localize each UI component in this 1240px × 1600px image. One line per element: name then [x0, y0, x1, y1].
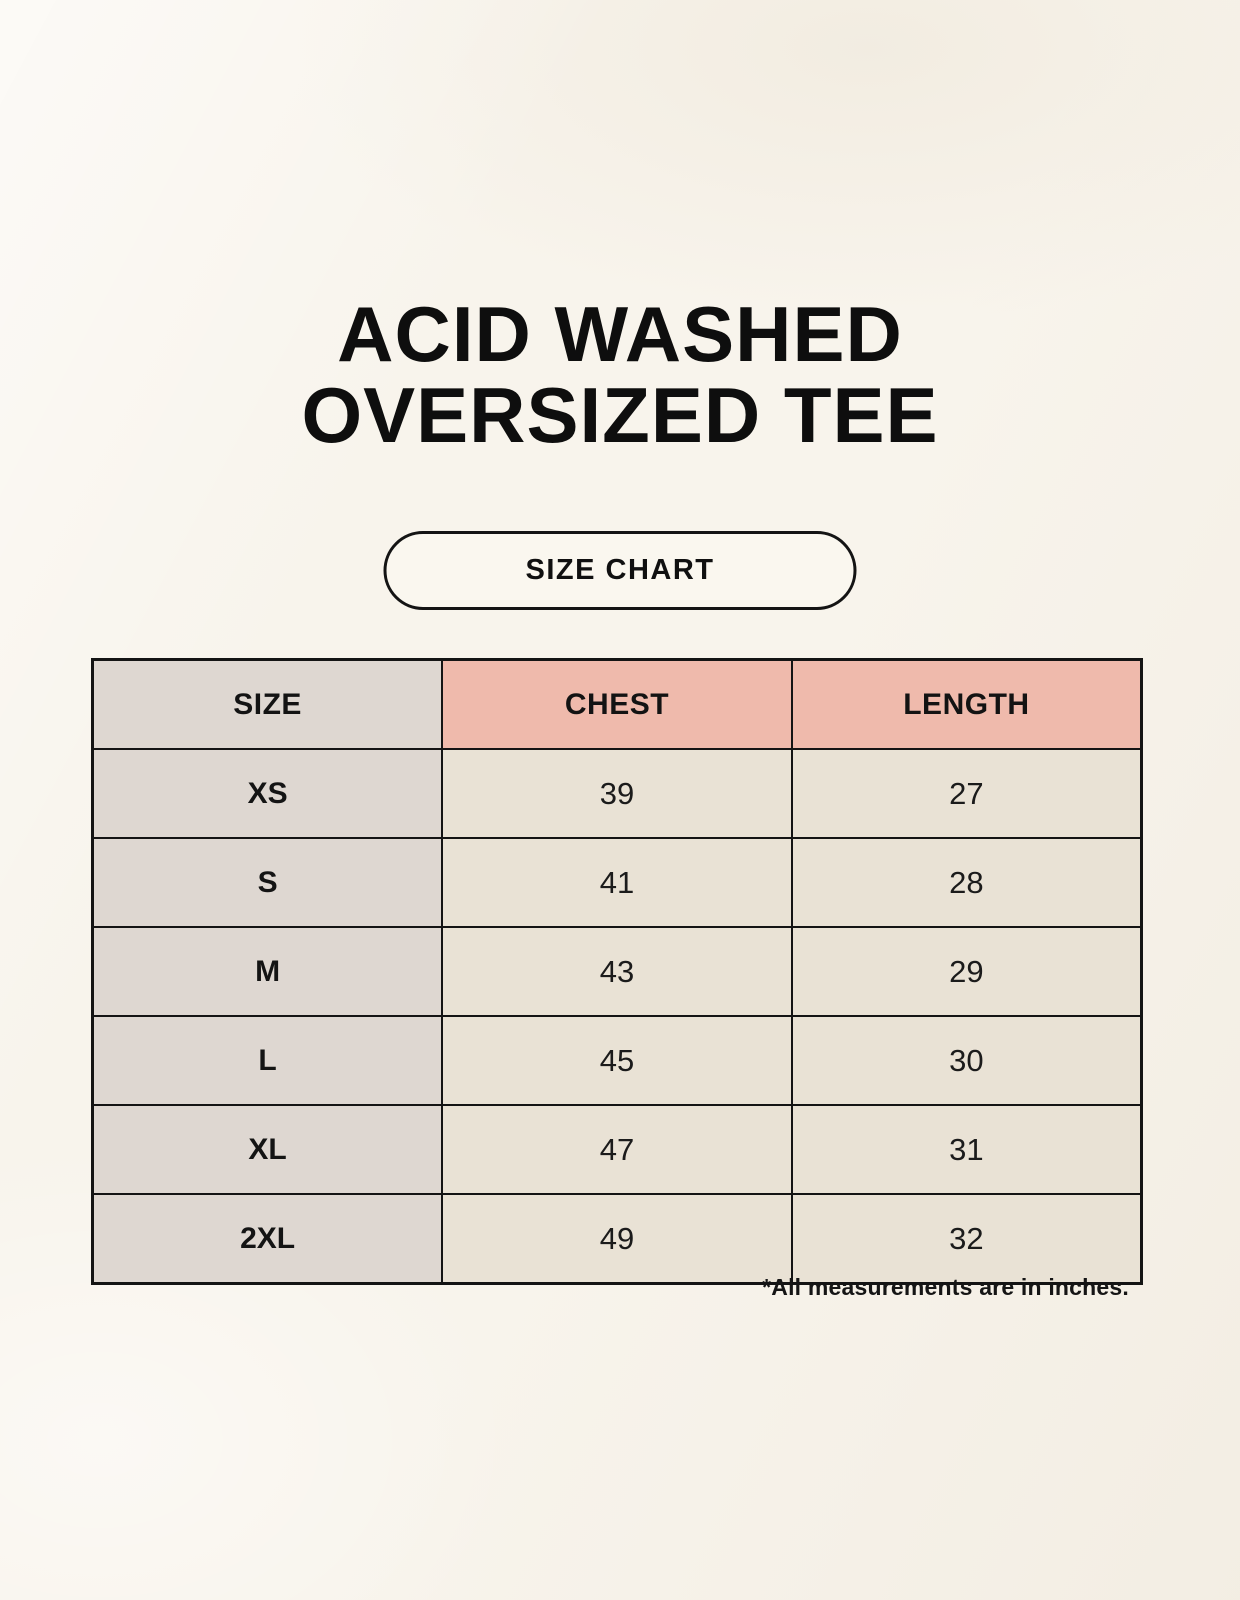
- size-label-s: S: [91, 837, 444, 928]
- table-row: M 43 29: [91, 926, 1143, 1017]
- table-row: S 41 28: [91, 837, 1143, 928]
- size-label-l: L: [91, 1015, 444, 1106]
- length-value-m: 29: [790, 926, 1143, 1017]
- column-header-size: SIZE: [91, 658, 444, 750]
- table-row: XS 39 27: [91, 748, 1143, 839]
- length-value-xs: 27: [790, 748, 1143, 839]
- length-value-2xl: 32: [790, 1193, 1143, 1285]
- page-title: ACID WASHED OVERSIZED TEE: [0, 294, 1240, 456]
- chest-value-s: 41: [441, 837, 793, 928]
- column-header-chest: CHEST: [441, 658, 793, 750]
- size-label-xl: XL: [91, 1104, 444, 1195]
- chest-value-l: 45: [441, 1015, 793, 1106]
- length-value-s: 28: [790, 837, 1143, 928]
- table-row: 2XL 49 32: [91, 1193, 1143, 1285]
- size-chart-table: SIZE CHEST LENGTH XS 39 27 S 41 28 M 43 …: [91, 658, 1143, 1285]
- table-row: L 45 30: [91, 1015, 1143, 1106]
- chest-value-xl: 47: [441, 1104, 793, 1195]
- title-line-1: ACID WASHED: [337, 290, 903, 378]
- column-header-length: LENGTH: [790, 658, 1143, 750]
- title-line-2: OVERSIZED TEE: [301, 371, 939, 459]
- size-label-m: M: [91, 926, 444, 1017]
- chest-value-2xl: 49: [441, 1193, 793, 1285]
- size-label-xs: XS: [91, 748, 444, 839]
- size-chart-button[interactable]: SIZE CHART: [383, 531, 857, 610]
- size-chart-button-label: SIZE CHART: [525, 554, 715, 586]
- chest-value-m: 43: [441, 926, 793, 1017]
- length-value-l: 30: [790, 1015, 1143, 1106]
- size-label-2xl: 2XL: [91, 1193, 444, 1285]
- length-value-xl: 31: [790, 1104, 1143, 1195]
- table-row: XL 47 31: [91, 1104, 1143, 1195]
- measurements-footnote: *All measurements are in inches.: [762, 1274, 1129, 1300]
- table-header-row: SIZE CHEST LENGTH: [91, 658, 1143, 750]
- chest-value-xs: 39: [441, 748, 793, 839]
